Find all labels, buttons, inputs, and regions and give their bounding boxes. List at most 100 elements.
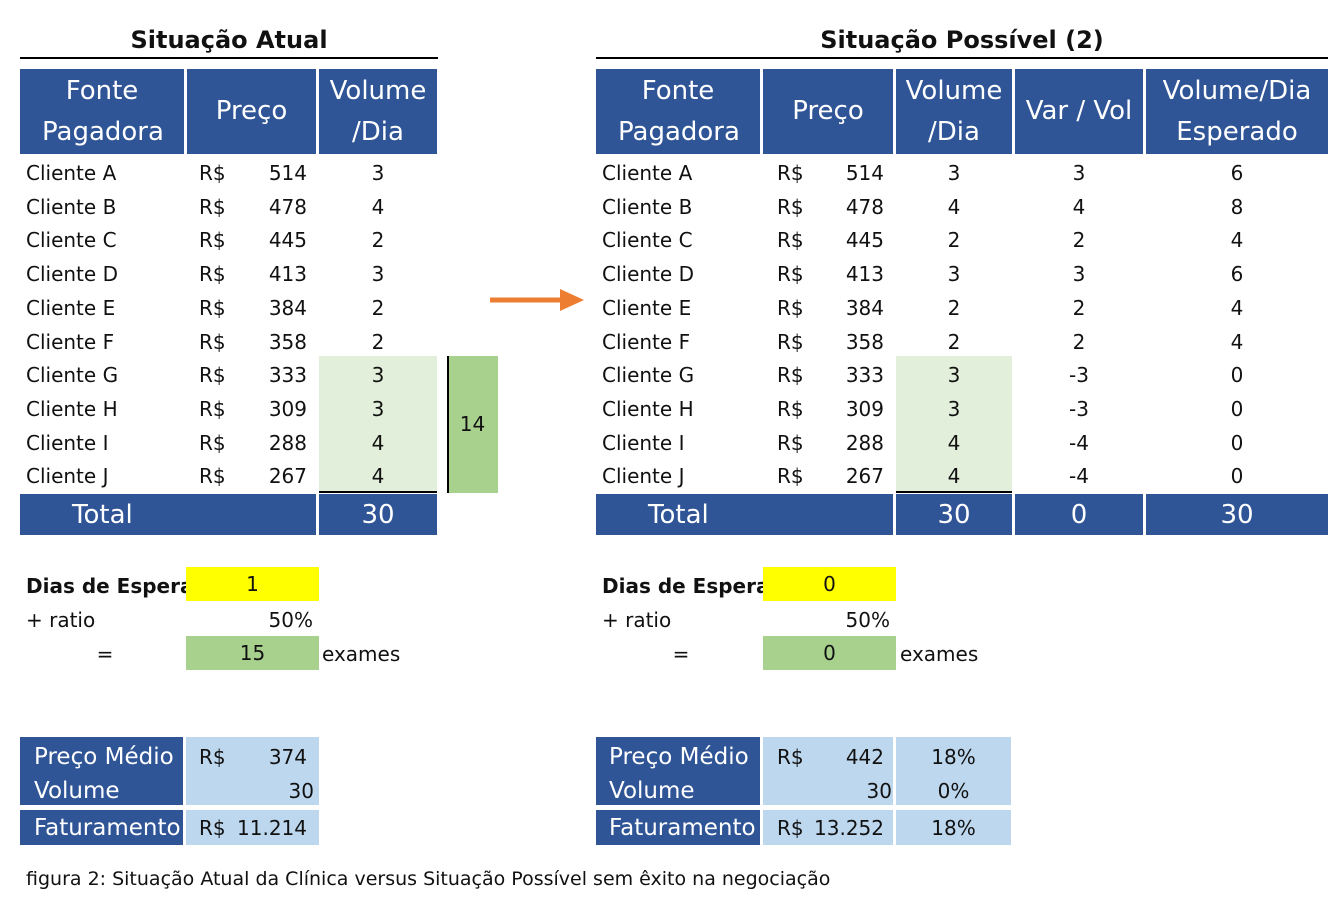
left-row-price: 445 (268, 228, 307, 252)
right-row-client: Cliente I (602, 431, 685, 455)
right-preco-medio-cur: R$ (777, 745, 804, 769)
left-row-currency: R$ (199, 262, 226, 286)
figure-caption: figura 2: Situação Atual da Clínica vers… (26, 868, 831, 890)
right-eq-label: = (672, 642, 690, 666)
left-total-vol-cell: 30 (319, 494, 437, 535)
right-row-client: Cliente J (602, 464, 685, 488)
right-row-expected: 4 (1230, 296, 1244, 320)
right-dias-value: 0 (763, 567, 896, 601)
right-row-expected: 4 (1230, 228, 1244, 252)
right-faturamento-value-bg (763, 810, 893, 845)
left-row-client: Cliente E (26, 296, 116, 320)
right-row-expected: 6 (1230, 161, 1244, 185)
right-row-client: Cliente F (602, 330, 691, 354)
right-summary-labels-bg (596, 737, 760, 805)
right-row-volume: 3 (947, 397, 961, 421)
left-eq-value: 15 (186, 636, 319, 670)
left-row-client: Cliente B (26, 195, 117, 219)
left-faturamento-label: Faturamento (34, 815, 181, 841)
left-row-currency: R$ (199, 195, 226, 219)
right-row-price: 288 (845, 431, 884, 455)
left-row-price: 333 (268, 363, 307, 387)
right-row-var: 2 (1072, 296, 1086, 320)
right-row-price: 478 (845, 195, 884, 219)
right-row-currency: R$ (777, 161, 804, 185)
left-row-price: 478 (268, 195, 307, 219)
right-row-currency: R$ (777, 431, 804, 455)
right-row-currency: R$ (777, 330, 804, 354)
left-volume-label: Volume (34, 778, 120, 804)
right-preco-medio-value: 442 (845, 745, 884, 769)
right-row-currency: R$ (777, 296, 804, 320)
left-row-volume: 2 (371, 330, 385, 354)
right-shade-group (896, 356, 1012, 491)
left-preco-medio-value: 374 (268, 745, 307, 769)
right-row-currency: R$ (777, 228, 804, 252)
right-row-var: -4 (1069, 464, 1089, 488)
left-header-volume: Volume /Dia (319, 69, 437, 154)
right-ratio-label: + ratio (602, 608, 672, 632)
right-row-var: -3 (1069, 397, 1089, 421)
left-row-price: 384 (268, 296, 307, 320)
right-row-volume: 4 (947, 431, 961, 455)
left-row-volume: 2 (371, 296, 385, 320)
right-row-var: 3 (1072, 262, 1086, 286)
left-total-label: Total (72, 499, 133, 530)
left-row-price: 267 (268, 464, 307, 488)
left-dias-value: 1 (186, 567, 319, 601)
left-summary-values-bg (186, 737, 319, 805)
left-row-volume: 4 (371, 464, 385, 488)
left-ratio-label: + ratio (26, 608, 96, 632)
left-row-currency: R$ (199, 464, 226, 488)
right-row-price: 333 (845, 363, 884, 387)
right-row-var: -3 (1069, 363, 1089, 387)
left-row-volume: 3 (371, 161, 385, 185)
left-row-client: Cliente I (26, 431, 109, 455)
right-total-vol-cell: 30 (896, 494, 1012, 535)
left-preco-medio-label: Preço Médio (34, 744, 174, 770)
right-total-var: 0 (1070, 499, 1088, 530)
left-row-client: Cliente H (26, 397, 118, 421)
right-header-var: Var / Vol (1015, 69, 1143, 154)
left-row-currency: R$ (199, 431, 226, 455)
left-row-currency: R$ (199, 397, 226, 421)
right-row-currency: R$ (777, 397, 804, 421)
right-total-var-cell: 0 (1015, 494, 1143, 535)
left-row-price: 358 (268, 330, 307, 354)
right-eq-unit: exames (900, 642, 979, 666)
right-preco-medio-pct: 18% (931, 745, 976, 769)
left-row-currency: R$ (199, 161, 226, 185)
right-row-var: 2 (1072, 228, 1086, 252)
right-header-esperado: Volume/Dia Esperado (1146, 69, 1328, 154)
right-row-volume: 4 (947, 195, 961, 219)
left-faturamento-cur: R$ (199, 816, 226, 840)
left-row-client: Cliente C (26, 228, 117, 252)
left-title-rule (20, 57, 438, 59)
left-eq-label: = (96, 642, 114, 666)
right-row-price: 309 (845, 397, 884, 421)
right-header-esperado-label: Volume/Dia Esperado (1162, 75, 1312, 147)
right-preco-medio-label: Preço Médio (609, 744, 749, 770)
right-row-currency: R$ (777, 195, 804, 219)
right-volume-label: Volume (609, 778, 695, 804)
right-row-volume: 2 (947, 296, 961, 320)
right-row-client: Cliente C (602, 228, 693, 252)
right-faturamento-pct-bg (896, 810, 1011, 845)
right-faturamento-cur: R$ (777, 816, 804, 840)
left-header-fonte-label: Fonte Pagadora (42, 75, 164, 147)
right-row-volume: 4 (947, 464, 961, 488)
left-volume-value: 30 (288, 779, 314, 803)
right-row-expected: 4 (1230, 330, 1244, 354)
left-faturamento-label-bg (20, 810, 183, 845)
left-row-price: 413 (268, 262, 307, 286)
right-row-currency: R$ (777, 262, 804, 286)
left-row-currency: R$ (199, 228, 226, 252)
right-row-client: Cliente B (602, 195, 693, 219)
right-total-label-cell: Total (596, 494, 893, 535)
right-row-volume: 3 (947, 363, 961, 387)
right-row-var: 4 (1072, 195, 1086, 219)
left-summary-labels-bg (20, 737, 183, 805)
right-row-price: 413 (845, 262, 884, 286)
right-row-client: Cliente A (602, 161, 693, 185)
left-row-volume: 4 (371, 431, 385, 455)
